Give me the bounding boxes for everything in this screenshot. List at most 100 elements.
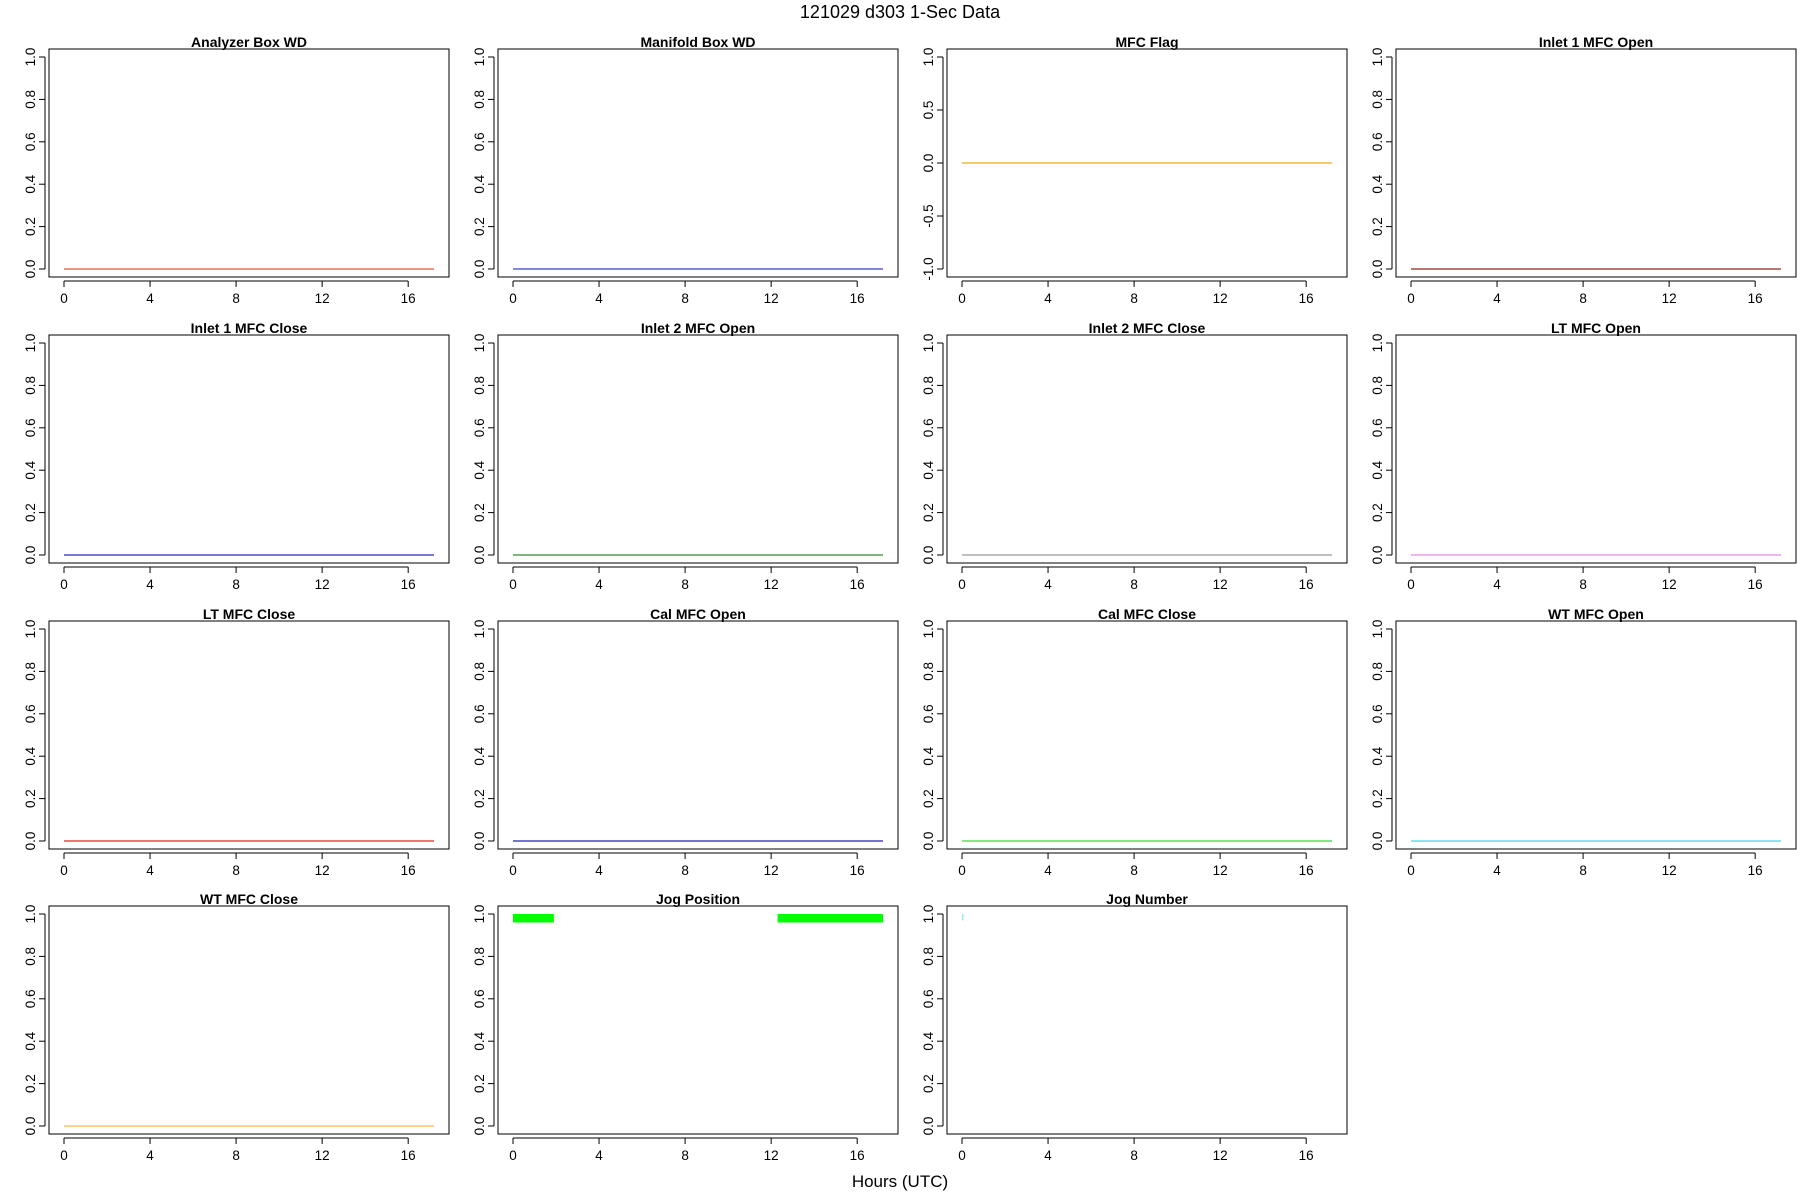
y-axis: 0.0 0.2 0.4 0.6 0.8 1.0 <box>472 905 495 1135</box>
plot-frame <box>946 905 1348 1135</box>
x-tick-label: 16 <box>1748 863 1763 878</box>
y-tick-label: 1.0 <box>1370 620 1385 639</box>
panel-title: Inlet 1 MFC Close <box>191 320 308 336</box>
y-tick-label: 0.6 <box>23 704 38 723</box>
y-tick-label: 0.2 <box>23 503 38 522</box>
series-band <box>513 914 554 923</box>
y-tick-label: 0.5 <box>921 101 936 120</box>
x-tick-label: 0 <box>509 577 517 592</box>
figure-title: 121029 d303 1-Sec Data <box>800 2 1001 22</box>
y-axis: -1.0 -0.5 0.0 0.5 1.0 <box>921 48 944 281</box>
y-tick-label: 0.4 <box>921 460 936 479</box>
y-tick-label: 0.6 <box>23 132 38 151</box>
y-tick-label: 1.0 <box>1370 48 1385 67</box>
panel-title: Jog Number <box>1106 891 1188 907</box>
y-tick-label: 0.4 <box>472 174 487 193</box>
y-tick-label: 0.0 <box>472 546 487 565</box>
panel-10: Cal MFC Open 0 4 8 12 16 0.0 0.2 0.4 0.6 0.8 1.0 <box>472 606 899 878</box>
x-tick-label: 16 <box>850 863 865 878</box>
panel-12: WT MFC Open 0 4 8 12 16 0.0 0.2 0.4 0.6 0.8 1.0 <box>1370 606 1797 878</box>
y-tick-label: 0.0 <box>921 832 936 851</box>
x-tick-label: 8 <box>1130 291 1138 306</box>
y-tick-label: 0.8 <box>23 376 38 395</box>
y-tick-label: 0.8 <box>921 947 936 966</box>
plot-frame <box>1395 620 1797 850</box>
x-tick-label: 8 <box>681 291 689 306</box>
x-tick-label: 8 <box>1130 863 1138 878</box>
y-axis: 0.0 0.2 0.4 0.6 0.8 1.0 <box>921 334 944 565</box>
y-tick-label: 0.2 <box>921 503 936 522</box>
x-tick-label: 0 <box>509 291 517 306</box>
x-axis: 0 4 8 12 16 <box>509 566 865 592</box>
x-axis: 0 4 8 12 16 <box>60 566 416 592</box>
panel-title: LT MFC Open <box>1551 320 1641 336</box>
panel-3: MFC Flag 0 4 8 12 16 -1.0 -0.5 0.0 0.5 1.0 <box>921 34 1348 306</box>
x-tick-label: 16 <box>1299 863 1314 878</box>
panel-title: Manifold Box WD <box>640 34 755 50</box>
x-tick-label: 0 <box>958 1148 966 1163</box>
x-tick-label: 12 <box>315 863 330 878</box>
x-tick-label: 8 <box>1579 291 1587 306</box>
y-tick-label: -0.5 <box>921 204 936 227</box>
panel-title: Cal MFC Open <box>650 606 746 622</box>
y-tick-label: 0.2 <box>23 1074 38 1093</box>
panel-title: LT MFC Close <box>203 606 296 622</box>
panel-5: Inlet 1 MFC Close 0 4 8 12 16 0.0 0.2 0.4 0.6 0.8 1… <box>23 320 450 592</box>
plot-frame <box>946 334 1348 564</box>
y-tick-label: 0.2 <box>472 217 487 236</box>
y-tick-label: 0.4 <box>23 174 38 193</box>
y-tick-label: 0.2 <box>921 789 936 808</box>
y-tick-label: 0.6 <box>472 132 487 151</box>
x-tick-label: 4 <box>1493 291 1501 306</box>
x-tick-label: 8 <box>1579 863 1587 878</box>
x-tick-label: 0 <box>1407 577 1415 592</box>
x-tick-label: 12 <box>315 577 330 592</box>
x-tick-label: 4 <box>146 1148 154 1163</box>
x-tick-label: 12 <box>315 1148 330 1163</box>
x-tick-label: 12 <box>1213 1148 1228 1163</box>
y-tick-label: 0.2 <box>1370 503 1385 522</box>
x-tick-label: 16 <box>850 291 865 306</box>
panel-4: Inlet 1 MFC Open 0 4 8 12 16 0.0 0.2 0.4 0.6 0.8 1.… <box>1370 34 1797 306</box>
x-tick-label: 0 <box>958 291 966 306</box>
y-tick-label: 1.0 <box>23 620 38 639</box>
y-tick-label: 0.8 <box>472 376 487 395</box>
plot-frame <box>48 334 450 564</box>
y-tick-label: 0.8 <box>472 90 487 109</box>
x-tick-label: 16 <box>850 577 865 592</box>
panel-title: Inlet 2 MFC Close <box>1089 320 1206 336</box>
plot-frame <box>1395 334 1797 564</box>
y-tick-label: 0.2 <box>472 789 487 808</box>
y-tick-label: 0.8 <box>472 947 487 966</box>
panel-2: Manifold Box WD 0 4 8 12 16 0.0 0.2 0.4 0.6 0.8 1.0 <box>472 34 899 306</box>
y-tick-label: 0.6 <box>1370 132 1385 151</box>
y-tick-label: 0.0 <box>472 832 487 851</box>
y-axis: 0.0 0.2 0.4 0.6 0.8 1.0 <box>921 620 944 851</box>
y-tick-label: 0.4 <box>1370 460 1385 479</box>
y-tick-label: 0.8 <box>472 662 487 681</box>
y-tick-label: 0.6 <box>472 704 487 723</box>
x-tick-label: 4 <box>595 577 603 592</box>
plot-frame <box>48 620 450 850</box>
y-tick-label: 1.0 <box>1370 334 1385 353</box>
panel-13: WT MFC Close 0 4 8 12 16 0.0 0.2 0.4 0.6 0.8 1.0 <box>23 891 450 1163</box>
y-tick-label: 0.0 <box>1370 260 1385 279</box>
panel-title: Analyzer Box WD <box>191 34 307 50</box>
y-tick-label: 0.2 <box>921 1074 936 1093</box>
y-tick-label: 0.0 <box>921 546 936 565</box>
x-tick-label: 12 <box>1213 863 1228 878</box>
x-axis-label: Hours (UTC) <box>852 1172 948 1191</box>
y-axis: 0.0 0.2 0.4 0.6 0.8 1.0 <box>921 905 944 1135</box>
y-tick-label: 0.6 <box>921 989 936 1008</box>
x-axis: 0 4 8 12 16 <box>509 280 865 306</box>
y-tick-label: 1.0 <box>921 620 936 639</box>
y-tick-label: 0.8 <box>1370 90 1385 109</box>
y-tick-label: 0.6 <box>472 418 487 437</box>
x-tick-label: 16 <box>401 863 416 878</box>
series-band <box>777 914 883 923</box>
panel-title: Cal MFC Close <box>1098 606 1196 622</box>
x-axis: 0 4 8 12 16 <box>958 1137 1314 1163</box>
plot-frame <box>48 48 450 278</box>
y-tick-label: 0.0 <box>23 546 38 565</box>
